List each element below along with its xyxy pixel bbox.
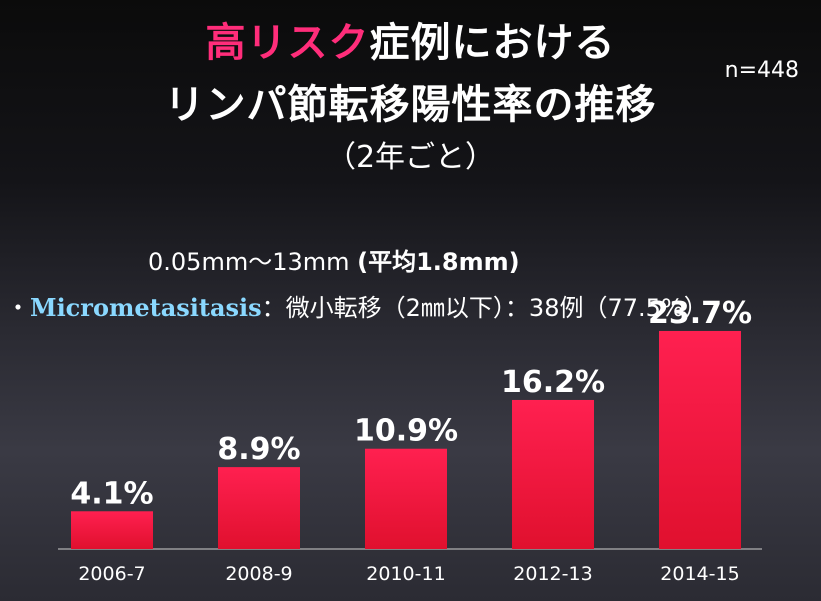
subtitle: （2年ごと） [325, 140, 496, 175]
bar-value-label: 8.9% [217, 432, 300, 467]
size-mean-text: (平均1.8mm) [357, 248, 520, 276]
bar-2014-15 [659, 330, 741, 549]
x-tick-label: 2014-15 [660, 563, 739, 585]
bar-2006-7 [71, 511, 153, 549]
x-tick-label: 2010-11 [366, 563, 445, 585]
title-line2: リンパ節転移陽性率の推移 [164, 82, 657, 128]
size-range-text: 0.05mm～13mm [148, 248, 358, 276]
bar-value-label: 23.7% [648, 296, 752, 331]
bar-value-label: 4.1% [70, 476, 153, 511]
micrometastasis-note: ・Micrometasitasis：微小転移（2㎜以下）：38例（77.5%） [6, 288, 708, 323]
sample-size-label: n=448 [724, 58, 799, 83]
size-range-note: 0.05mm～13mm (平均1.8mm) [148, 242, 520, 277]
bar-value-label: 16.2% [501, 365, 605, 400]
x-tick-label: 2006-7 [78, 563, 145, 585]
bar-2008-9 [218, 467, 300, 549]
title-highlight: 高リスク [205, 20, 370, 66]
bar-value-label: 10.9% [354, 414, 458, 449]
micrometastasis-detail: ：微小転移（2㎜以下）：38例（77.5%） [261, 294, 708, 322]
bullet-mark: ・ [6, 294, 30, 322]
bars-group: 4.1% 2006-7 8.9% 2008-9 10.9% 2010-11 16.2% 201… [70, 296, 752, 585]
title-line1-rest: 症例における [369, 20, 616, 66]
micrometastasis-term: Micrometasitasis [30, 293, 262, 322]
x-tick-label: 2008-9 [225, 563, 292, 585]
x-tick-label: 2012-13 [513, 563, 592, 585]
bar-2012-13 [512, 399, 594, 549]
bar-2010-11 [365, 448, 447, 549]
title-line1: 高リスク症例における [0, 10, 821, 68]
